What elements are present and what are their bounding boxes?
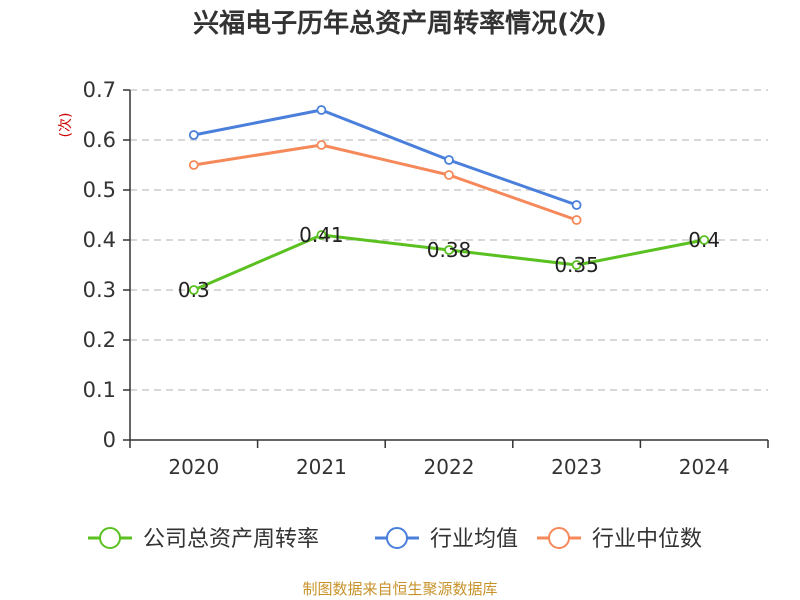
chart-title: 兴福电子历年总资产周转率情况(次) [193,8,607,39]
data-point [188,160,199,170]
source-note: 制图数据来自恒生聚源数据库 [302,580,497,598]
legend-marker [386,527,408,549]
series-line [193,143,578,222]
x-tick-label: 2021 [296,455,347,479]
data-point [316,230,327,240]
data-point [699,235,710,245]
data-point [316,140,327,150]
series-layer: 0.3 0.41 0.38 0.35 0.4 [178,105,720,302]
x-tick-label: 2020 [168,455,219,479]
x-tick-label: 2022 [424,455,475,479]
data-point [188,130,199,140]
series-line [193,108,578,207]
y-tick-label: 0.7 [83,78,116,102]
data-point [444,155,454,165]
data-label: 0.35 [554,253,599,277]
data-label: 0.38 [427,238,472,262]
series-2 [188,140,582,225]
data-point [571,215,582,225]
data-point [444,170,454,180]
y-tick-label: 0.3 [83,278,116,302]
legend-item-0[interactable]: 公司总资产周转率 [88,527,319,552]
legend-marker [99,527,121,549]
y-tick-label: 0.1 [83,378,116,402]
data-point [316,105,327,115]
data-label: 0.4 [688,228,720,252]
gridlines [130,89,768,391]
legend-item-2[interactable]: 行业中位数 [537,527,702,552]
y-tick-label: 0.4 [83,228,116,252]
legend: 公司总资产周转率 行业均值 行业中位数 [88,527,702,552]
x-tick-label: 2023 [551,455,602,479]
y-tick-label: 0 [103,428,116,452]
data-point [444,245,454,255]
data-point [571,260,582,270]
series-0: 0.3 0.41 0.38 0.35 0.4 [178,223,720,302]
legend-marker [548,527,570,549]
legend-label: 公司总资产周转率 [143,527,319,552]
legend-label: 行业中位数 [592,527,702,552]
data-label: 0.41 [299,223,344,247]
axes: 0 0.1 0.2 0.3 0.4 0.5 0.6 0.7 2020 2021 2022 2023 20… [83,78,769,479]
x-tick-label: 2024 [679,455,730,479]
series-1 [188,105,582,210]
y-tick-label: 0.2 [83,328,116,352]
y-axis-label: (次) [58,113,74,138]
y-tick-label: 0.6 [83,128,116,152]
legend-label: 行业均值 [430,527,518,552]
data-point [188,285,199,295]
legend-item-1[interactable]: 行业均值 [375,527,518,552]
data-label: 0.3 [178,278,210,302]
data-point [571,200,582,210]
y-tick-label: 0.5 [83,178,116,202]
